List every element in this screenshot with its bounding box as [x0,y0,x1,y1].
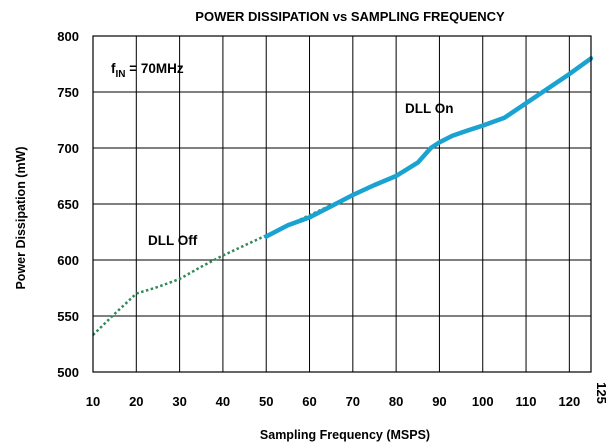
y-tick-label: 750 [57,85,79,100]
fin-value: = 70MHz [126,61,184,76]
y-tick-label: 550 [57,309,79,324]
y-tick-label: 700 [57,141,79,156]
grid-lines [93,36,591,372]
y-tick-label: 600 [57,253,79,268]
x-tick-label: 125 [594,382,609,404]
x-tick-label: 110 [516,394,537,409]
y-tick-label: 500 [57,365,79,380]
x-tick-label: 30 [172,394,186,409]
series-lines [92,56,594,336]
dll-off-series-line [92,173,397,336]
y-axis-title: Power Dissipation (mW) [14,146,28,289]
dll-on-series-line [263,56,594,239]
y-tick-label: 800 [57,29,79,44]
x-tick-label: 10 [86,394,100,409]
x-tick-label: 50 [259,394,273,409]
x-tick-label: 60 [302,394,316,409]
tick-labels: 10 20 30 40 50 60 70 80 90 100 110 120 125 500 550 600 6… [57,29,609,409]
fin-annotation: fIN = 70MHz [111,61,184,80]
dll-on-label: DLL On [405,101,454,116]
dll-off-label: DLL Off [148,233,198,248]
x-tick-label: 40 [216,394,230,409]
fin-sub: IN [116,69,126,80]
y-tick-label: 650 [57,197,79,212]
x-tick-label: 80 [389,394,403,409]
chart-title: POWER DISSIPATION vs SAMPLING FREQUENCY [195,9,505,24]
fin-main: f [111,61,116,76]
x-tick-label: 100 [472,394,494,409]
x-tick-label: 90 [432,394,446,409]
plot-frame [92,35,592,373]
x-axis-title: Sampling Frequency (MSPS) [260,428,430,442]
x-tick-label: 20 [129,394,143,409]
x-tick-label: 70 [346,394,360,409]
x-tick-label: 120 [558,394,580,409]
